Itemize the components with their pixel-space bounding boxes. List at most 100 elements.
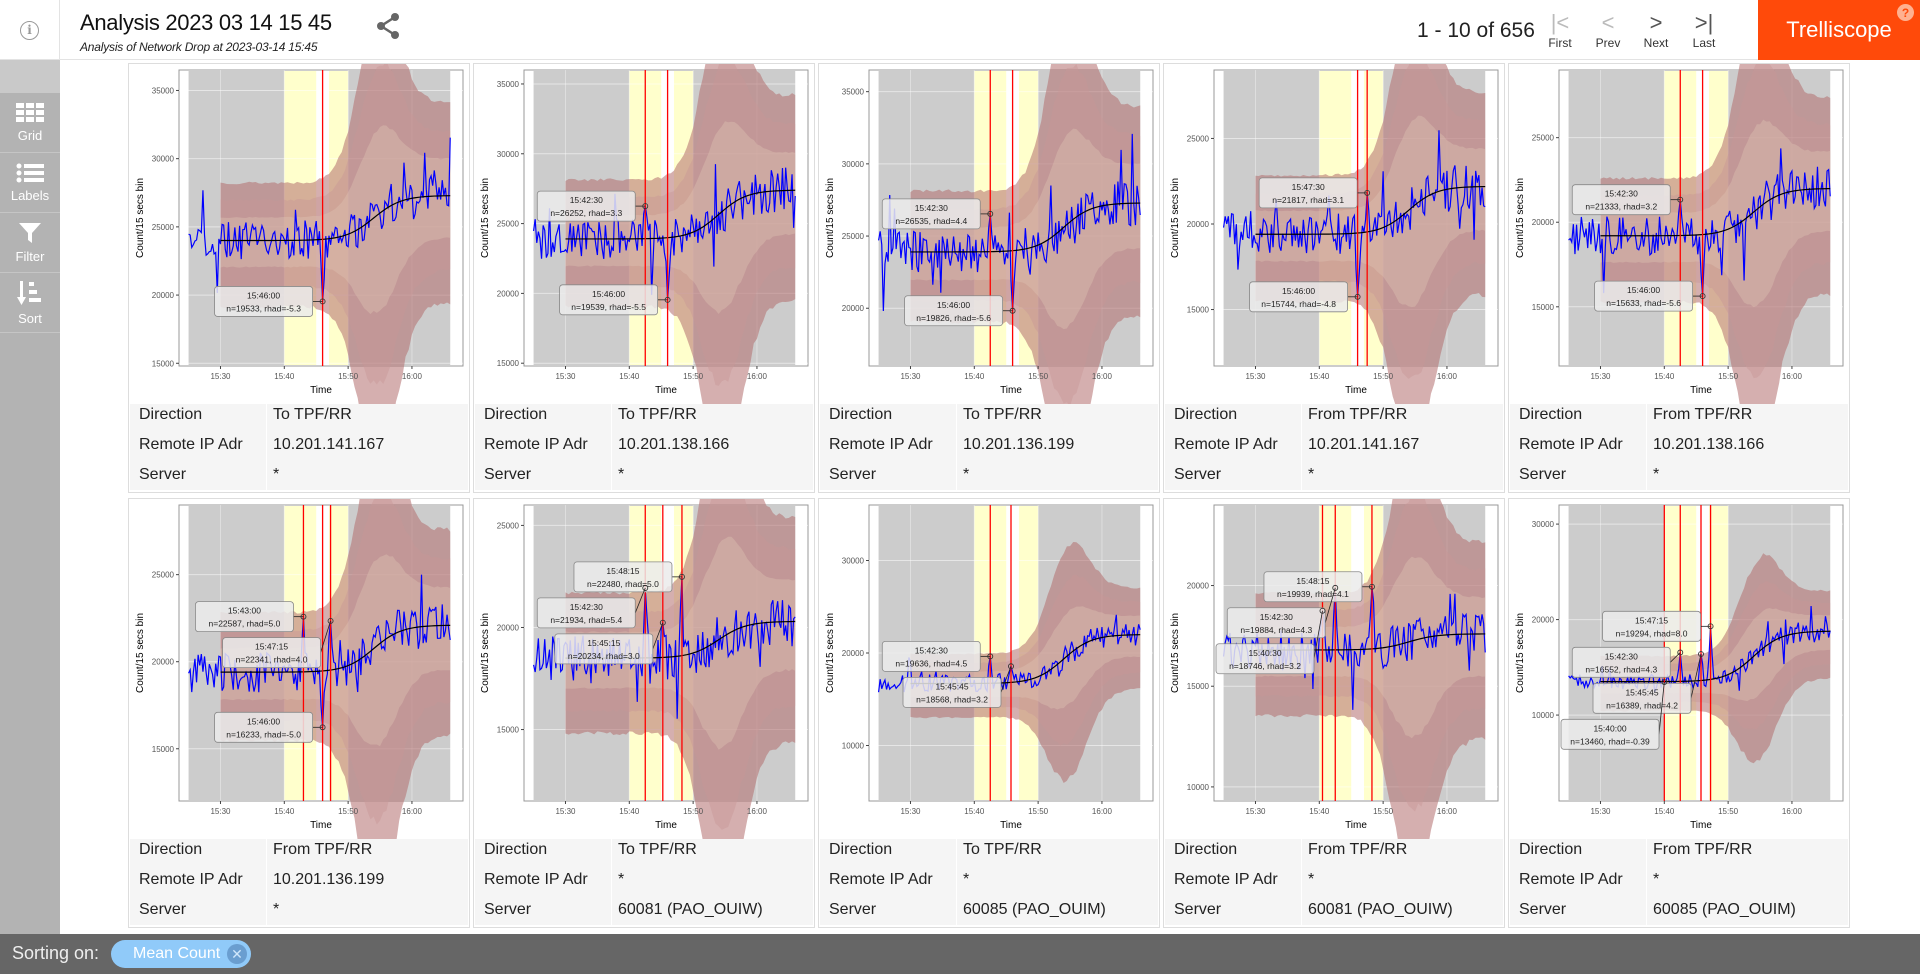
annotation-value: n=21817, rhad=3.1 — [1272, 195, 1344, 205]
x-tick-label: 16:00 — [747, 372, 768, 381]
panel[interactable]: 15:42:30 n=19636, rhad=4.5 15:45:45 n=18568… — [818, 498, 1160, 928]
share-button[interactable] — [376, 13, 400, 44]
nav-first-button[interactable]: |< First — [1540, 12, 1580, 51]
x-tick-label: 15:30 — [555, 372, 576, 381]
y-tick-label: 20000 — [1187, 220, 1210, 229]
count-series-line — [877, 133, 1141, 312]
x-axis-title: Time — [1345, 820, 1367, 831]
annotation-value: n=19826, rhad=-5.6 — [916, 313, 991, 323]
filter-icon — [18, 222, 42, 249]
x-tick-label: 15:30 — [1590, 807, 1611, 816]
panel-labels: Direction To TPF/RR Remote IP Adr 10.201.14… — [130, 404, 468, 490]
annotation-time: 15:42:30 — [1605, 189, 1638, 199]
sidebar-item-labels[interactable]: Labels — [0, 153, 60, 213]
annotation-time: 15:46:00 — [247, 290, 280, 300]
annotation-point — [642, 203, 649, 210]
panel-plot: 15:47:15 n=19294, rhad=8.0 15:42:30 n=16552… — [1515, 504, 1844, 831]
panel[interactable]: 15:47:15 n=19294, rhad=8.0 15:42:30 n=16552… — [1508, 498, 1850, 928]
panel[interactable]: 15:47:30 n=21817, rhad=3.1 15:46:00 n=15744… — [1163, 63, 1505, 493]
annotation-time: 15:40:30 — [1248, 648, 1281, 658]
annotation-value: n=15744, rhad=-4.8 — [1261, 299, 1336, 309]
y-tick-label: 10000 — [842, 742, 865, 751]
sort-pill-label: Mean Count — [133, 945, 221, 962]
x-axis-title: Time — [655, 820, 677, 831]
annotation-value: n=16389, rhad=4.2 — [1606, 700, 1678, 710]
label-row: Direction From TPF/RR — [1165, 837, 1503, 867]
panel-labels: Direction To TPF/RR Remote IP Adr 10.201.13… — [475, 404, 813, 490]
panel[interactable]: 15:46:00 n=19533, rhad=-5.3 15000 20000 2500… — [128, 63, 470, 493]
label-key: Server — [1519, 466, 1567, 483]
annotation-time: 15:45:15 — [587, 638, 620, 648]
nav-prev-button[interactable]: < Prev — [1588, 12, 1628, 51]
panel[interactable]: 15:42:30 n=26252, rhad=3.3 15:46:00 n=19539… — [473, 63, 815, 493]
median-line — [1600, 630, 1831, 683]
annotation-point — [300, 613, 307, 620]
label-key: Remote IP Adr — [139, 871, 243, 888]
panel[interactable]: 15:48:15 n=22480, rhad=5.0 15:42:30 n=21934… — [473, 498, 815, 928]
remove-sort-icon[interactable]: ✕ — [227, 944, 247, 964]
label-row: Remote IP Adr 10.201.138.166 — [475, 432, 813, 462]
y-axis-title: Count/15 secs bin — [135, 178, 146, 258]
label-row: Direction To TPF/RR — [820, 837, 1158, 867]
x-tick-label: 16:00 — [1092, 372, 1113, 381]
panel-plot: 15:42:30 n=19636, rhad=4.5 15:45:45 n=18568… — [825, 504, 1154, 831]
label-key: Direction — [139, 406, 203, 423]
panel[interactable]: 15:42:30 n=26535, rhad=4.4 15:46:00 n=19826… — [818, 63, 1160, 493]
y-tick-label: 15000 — [497, 359, 520, 368]
label-key: Server — [1519, 901, 1567, 918]
x-tick-label: 15:40 — [964, 372, 985, 381]
inner-envelope — [1255, 115, 1486, 308]
label-value: To TPF/RR — [618, 841, 697, 858]
sidebar-item-grid[interactable]: Grid — [0, 93, 60, 153]
annotation-time: 15:45:45 — [935, 681, 968, 691]
label-key: Direction — [829, 841, 893, 858]
grid-icon — [16, 102, 44, 128]
sort-pill[interactable]: Mean Count ✕ — [111, 940, 251, 968]
label-value: 60081 (PAO_OUIW) — [618, 901, 763, 918]
annotation-label: 15:42:30 n=26252, rhad=3.3 — [536, 190, 649, 222]
panel[interactable]: 15:42:30 n=21333, rhad=3.2 15:46:00 n=15633… — [1508, 63, 1850, 493]
y-axis-title: Count/15 secs bin — [825, 178, 836, 258]
help-button[interactable]: ? — [1897, 4, 1914, 21]
annotation-point — [987, 653, 994, 660]
count-series-line — [532, 164, 796, 300]
annotation-time: 15:42:30 — [1605, 651, 1638, 661]
y-tick-label: 15000 — [497, 726, 520, 735]
sidebar-item-filter[interactable]: Filter — [0, 213, 60, 273]
annotation-value: n=19533, rhad=-5.3 — [226, 303, 301, 313]
panel[interactable]: 15:48:15 n=19939, rhad=4.1 15:42:30 n=19884… — [1163, 498, 1505, 928]
y-tick-label: 30000 — [1532, 520, 1555, 529]
last-page-icon: >| — [1694, 10, 1714, 35]
inner-envelope — [565, 121, 796, 315]
x-tick-label: 15:30 — [1245, 372, 1266, 381]
middle-envelope — [1600, 64, 1831, 379]
annotation-label: 15:42:30 n=21333, rhad=3.2 — [1571, 184, 1684, 216]
annotation-value: n=19884, rhad=4.3 — [1240, 625, 1312, 635]
y-tick-label: 20000 — [152, 291, 175, 300]
y-tick-label: 35000 — [152, 86, 175, 95]
label-value: From TPF/RR — [273, 841, 373, 858]
y-tick-label: 15000 — [1187, 306, 1210, 315]
middle-envelope — [220, 499, 451, 825]
label-value: * — [273, 466, 280, 483]
annotation-value: n=26535, rhad=4.4 — [895, 216, 967, 226]
median-line — [910, 202, 1141, 253]
annotation-time: 15:46:00 — [247, 716, 280, 726]
label-value: 10.201.138.166 — [618, 436, 730, 453]
nav-last-button[interactable]: >| Last — [1684, 10, 1724, 51]
info-button[interactable]: i — [0, 0, 60, 60]
y-tick-label: 30000 — [842, 160, 865, 169]
panel[interactable]: 15:43:00 n=22587, rhad=5.0 15:47:15 n=22341… — [128, 498, 470, 928]
label-key: Remote IP Adr — [1174, 436, 1278, 453]
annotation-value: n=21333, rhad=3.2 — [1585, 202, 1657, 212]
annotation-point — [659, 619, 666, 626]
nav-next-button[interactable]: > Next — [1636, 12, 1676, 51]
annotation-time: 15:40:00 — [1593, 723, 1626, 733]
nav-label: Last — [1692, 36, 1716, 50]
nav-label: First — [1548, 36, 1572, 50]
x-tick-label: 15:50 — [683, 372, 704, 381]
count-series-line — [1568, 148, 1831, 297]
sidebar-item-sort[interactable]: Sort — [0, 273, 60, 333]
label-value: To TPF/RR — [963, 841, 1042, 858]
annotation-label: 15:47:15 n=22341, rhad=4.0 — [222, 617, 334, 669]
